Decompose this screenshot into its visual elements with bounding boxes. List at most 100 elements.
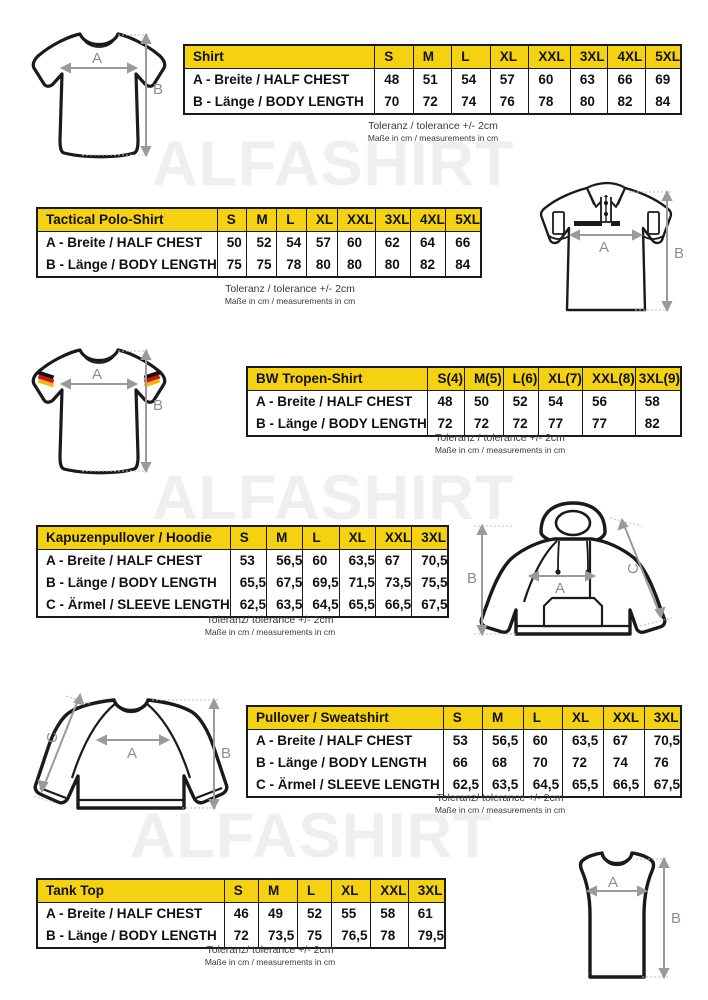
table-row: A - Breite / HALF CHEST 48 51 54 57 60 6…	[183, 68, 682, 91]
cell: 63	[569, 68, 609, 91]
cell: 60	[522, 729, 564, 752]
size-header: XL(7)	[538, 366, 583, 391]
tolerance-text: Toleranz/ tolerance +/- 2cm	[206, 614, 334, 626]
cell: 73,5	[374, 572, 413, 594]
size-header: XL	[305, 207, 339, 232]
cell: 67,5	[411, 594, 449, 617]
cell: 66,5	[374, 594, 413, 617]
table-row: A - Breite / HALF CHEST 53 56,5 60 63,5 …	[36, 549, 449, 572]
size-header: L(6)	[502, 366, 540, 391]
measurements-text: Maße in cm / measurements in cm	[204, 627, 336, 638]
cell: 63,5	[562, 729, 604, 752]
dim-label-c: C	[625, 563, 642, 574]
size-header: XXL	[374, 525, 413, 550]
cell: 54	[451, 68, 491, 91]
cell: 72	[427, 413, 465, 436]
cell: 79,5	[407, 925, 446, 948]
size-header: L	[302, 525, 340, 550]
watermark-1: ALFASHIRT	[152, 129, 515, 199]
cell: 61	[407, 902, 446, 925]
cell: 72	[463, 413, 504, 436]
bw-tropen-shirt-diagram: A B	[22, 338, 192, 488]
measurements-text: Maße in cm / measurements in cm	[434, 805, 566, 816]
cell: 84	[645, 91, 682, 114]
table-title: Shirt	[183, 44, 376, 69]
cell: 75	[296, 925, 333, 948]
cell: 70,5	[411, 549, 449, 572]
cell: 50	[216, 231, 248, 254]
cell: 57	[489, 68, 530, 91]
cell: 70	[522, 752, 564, 774]
size-header: 4XL	[607, 44, 647, 69]
cell: 72	[223, 925, 260, 948]
cell: 80	[569, 91, 609, 114]
row-label: C - Ärmel / SLEEVE LENGTH	[246, 774, 444, 797]
cell: 50	[463, 390, 504, 413]
cell: 68	[481, 752, 524, 774]
row-label: A - Breite / HALF CHEST	[36, 231, 218, 254]
table-row: C - Ärmel / SLEEVE LENGTH 62,5 63,5 64,5…	[246, 774, 682, 797]
cell: 56	[581, 390, 636, 413]
dim-label-a: A	[555, 580, 565, 597]
cell: 75,5	[411, 572, 449, 594]
size-header: 3XL	[569, 44, 609, 69]
caption-pullover: Toleranz/ tolerance +/- 2cm Maße in cm /…	[355, 792, 645, 816]
size-header: M	[481, 705, 524, 730]
cell: 66	[607, 68, 647, 91]
caption-tank-top: Toleranz/ tolerance +/- 2cm Maße in cm /…	[125, 944, 415, 968]
row-label: B - Länge / BODY LENGTH	[183, 91, 376, 114]
table-row: A - Breite / HALF CHEST 50 52 54 57 60 6…	[36, 231, 482, 254]
dim-label-b: B	[671, 910, 681, 927]
size-header: 3XL	[374, 207, 411, 232]
table-row: B - Länge / BODY LENGTH 75 75 78 80 80 8…	[36, 254, 482, 277]
size-header: XL	[331, 878, 372, 903]
cell: 82	[634, 413, 682, 436]
tank-top-diagram: A B	[546, 845, 696, 993]
size-header: 5XL	[445, 207, 482, 232]
cell: 54	[276, 231, 307, 254]
size-header: 5XL	[645, 44, 682, 69]
cell: 80	[374, 254, 411, 277]
cell: 46	[223, 902, 260, 925]
dim-label-b: B	[153, 81, 163, 98]
cell: 77	[581, 413, 636, 436]
row-label: A - Breite / HALF CHEST	[246, 390, 429, 413]
cell: 65,5	[229, 572, 268, 594]
cell: 72	[412, 91, 453, 114]
row-label: B - Länge / BODY LENGTH	[246, 413, 429, 436]
polo-shirt-diagram: A B	[525, 170, 695, 315]
row-label: A - Breite / HALF CHEST	[183, 68, 376, 91]
table-row: A - Breite / HALF CHEST 53 56,5 60 63,5 …	[246, 729, 682, 752]
caption-bw-tropen: Toleranz / tolerance +/- 2cm Maße in cm …	[355, 432, 645, 456]
size-header: L	[276, 207, 307, 232]
size-header: S	[223, 878, 260, 903]
table-title: BW Tropen-Shirt	[246, 366, 429, 391]
caption-shirt: Toleranz / tolerance +/- 2cm Maße in cm …	[288, 120, 578, 144]
size-header: M	[258, 878, 298, 903]
dim-label-b: B	[674, 245, 684, 262]
cell: 65,5	[338, 594, 376, 617]
table-header-row: Tactical Polo-Shirt S M L XL XXL 3XL 4XL…	[36, 207, 482, 232]
table-pullover-sweatshirt: Pullover / Sweatshirt S M L XL XXL 3XL A…	[246, 705, 682, 798]
cell: 67	[374, 549, 413, 572]
size-header: S	[374, 44, 414, 69]
table-row: B - Länge / BODY LENGTH 66 68 70 72 74 7…	[246, 752, 682, 774]
size-header: S	[442, 705, 483, 730]
tolerance-text: Toleranz / tolerance +/- 2cm	[435, 432, 565, 444]
table-row: B - Länge / BODY LENGTH 72 73,5 75 76,5 …	[36, 925, 446, 948]
cell: 52	[246, 231, 278, 254]
cell: 74	[602, 752, 645, 774]
cell: 64,5	[522, 774, 564, 797]
row-label: C - Ärmel / SLEEVE LENGTH	[36, 594, 231, 617]
dim-label-b: B	[467, 570, 477, 587]
watermark-2: ALFASHIRT	[152, 463, 515, 533]
cell: 80	[305, 254, 339, 277]
table-title: Kapuzenpullover / Hoodie	[36, 525, 231, 550]
cell: 48	[427, 390, 465, 413]
cell: 82	[409, 254, 447, 277]
cell: 75	[246, 254, 278, 277]
tolerance-text: Toleranz/ tolerance +/- 2cm	[206, 944, 334, 956]
cell: 82	[607, 91, 647, 114]
cell: 67	[602, 729, 645, 752]
